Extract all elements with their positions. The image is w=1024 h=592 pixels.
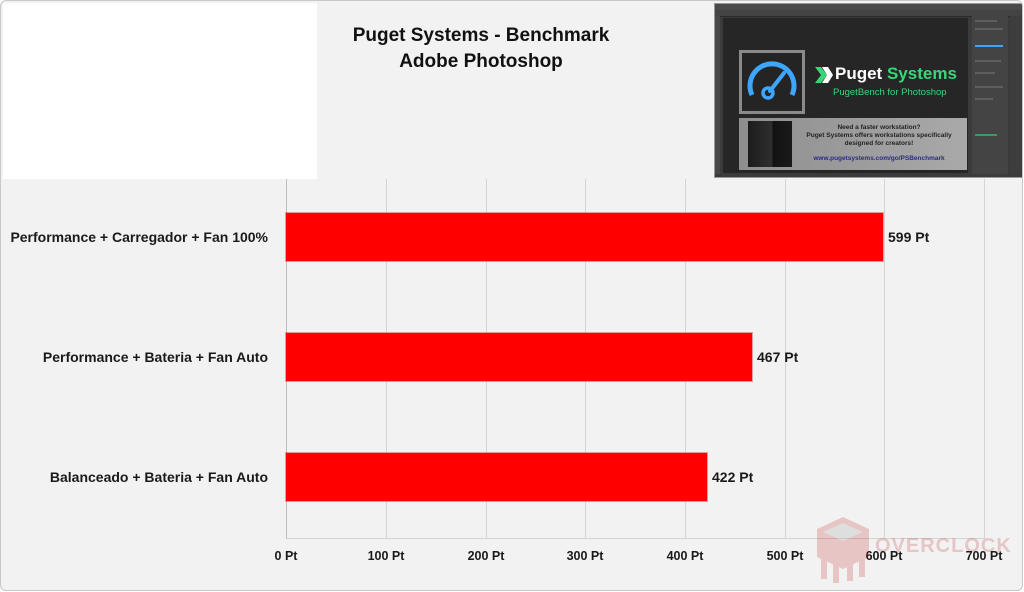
workstation-tower-icon (748, 121, 792, 167)
x-tick-label: 400 Pt (666, 549, 704, 563)
brand-name-left: Puget (835, 64, 883, 83)
brand-subtitle: PugetBench for Photoshop (833, 87, 947, 98)
inset-panel-strip (1010, 16, 1022, 174)
x-tick-label: 500 Pt (766, 549, 804, 563)
category-label: Balanceado + Bateria + Fan Auto (49, 469, 268, 485)
panel-line (975, 98, 993, 100)
panel-progress-bar (975, 45, 1003, 47)
inset-menubar (715, 4, 1022, 10)
ad-line-1: Need a faster workstation? (837, 124, 921, 131)
bar-value-label: 599 Pt (888, 229, 930, 245)
panel-line (975, 20, 997, 22)
panel-logo (975, 134, 997, 136)
x-tick-label: 200 Pt (467, 549, 505, 563)
x-axis-line (286, 538, 985, 539)
inset-options-bar (715, 10, 1022, 17)
ad-line-3: designed for creators! (844, 140, 914, 147)
gridline (785, 179, 786, 539)
x-tick-label: 600 Pt (865, 549, 903, 563)
chart-title: Puget Systems - Benchmark (352, 25, 610, 46)
inset-properties-panel (972, 16, 1008, 174)
gauge-icon (739, 50, 805, 114)
gridline (984, 179, 985, 539)
chart-subtitle: Adobe Photoshop (399, 51, 563, 72)
category-label: Performance + Carregador + Fan 100% (10, 229, 268, 245)
panel-line (975, 28, 1003, 30)
ad-url: www.pugetsystems.com/go/PSBenchmark (813, 155, 945, 162)
photoshop-inset-screenshot: Puget Systems PugetBench for Photoshop N… (714, 3, 1022, 178)
bar-performance-carregador-fan100 (286, 213, 883, 261)
blank-panel (3, 3, 317, 179)
x-tick-label: 700 Pt (965, 549, 1003, 563)
brand-name: Puget Systems (835, 64, 957, 84)
x-tick-label: 100 Pt (367, 549, 405, 563)
ad-banner: Need a faster workstation? Puget Systems… (739, 118, 967, 170)
ad-text: Need a faster workstation? Puget Systems… (794, 124, 964, 148)
brand-name-right: Systems (886, 64, 957, 83)
bar-value-label: 467 Pt (757, 349, 799, 365)
panel-line (975, 86, 1003, 88)
bar-performance-bateria-fanauto (286, 333, 752, 381)
gridline (884, 179, 885, 539)
plot-area: 599 Pt 467 Pt 422 Pt (286, 179, 986, 539)
bar-balanceado-bateria-fanauto (286, 453, 707, 501)
ad-line-2: Puget Systems offers workstations specif… (806, 132, 952, 139)
bar-value-label: 422 Pt (712, 469, 754, 485)
x-tick-label: 300 Pt (566, 549, 604, 563)
x-tick-label: 0 Pt (274, 549, 298, 563)
inset-canvas: Puget Systems PugetBench for Photoshop N… (723, 18, 968, 173)
puget-logo-icon (815, 66, 833, 84)
inset-toolbar (715, 16, 720, 174)
panel-line (975, 60, 1001, 62)
panel-line (975, 72, 995, 74)
category-label: Performance + Bateria + Fan Auto (42, 349, 268, 365)
